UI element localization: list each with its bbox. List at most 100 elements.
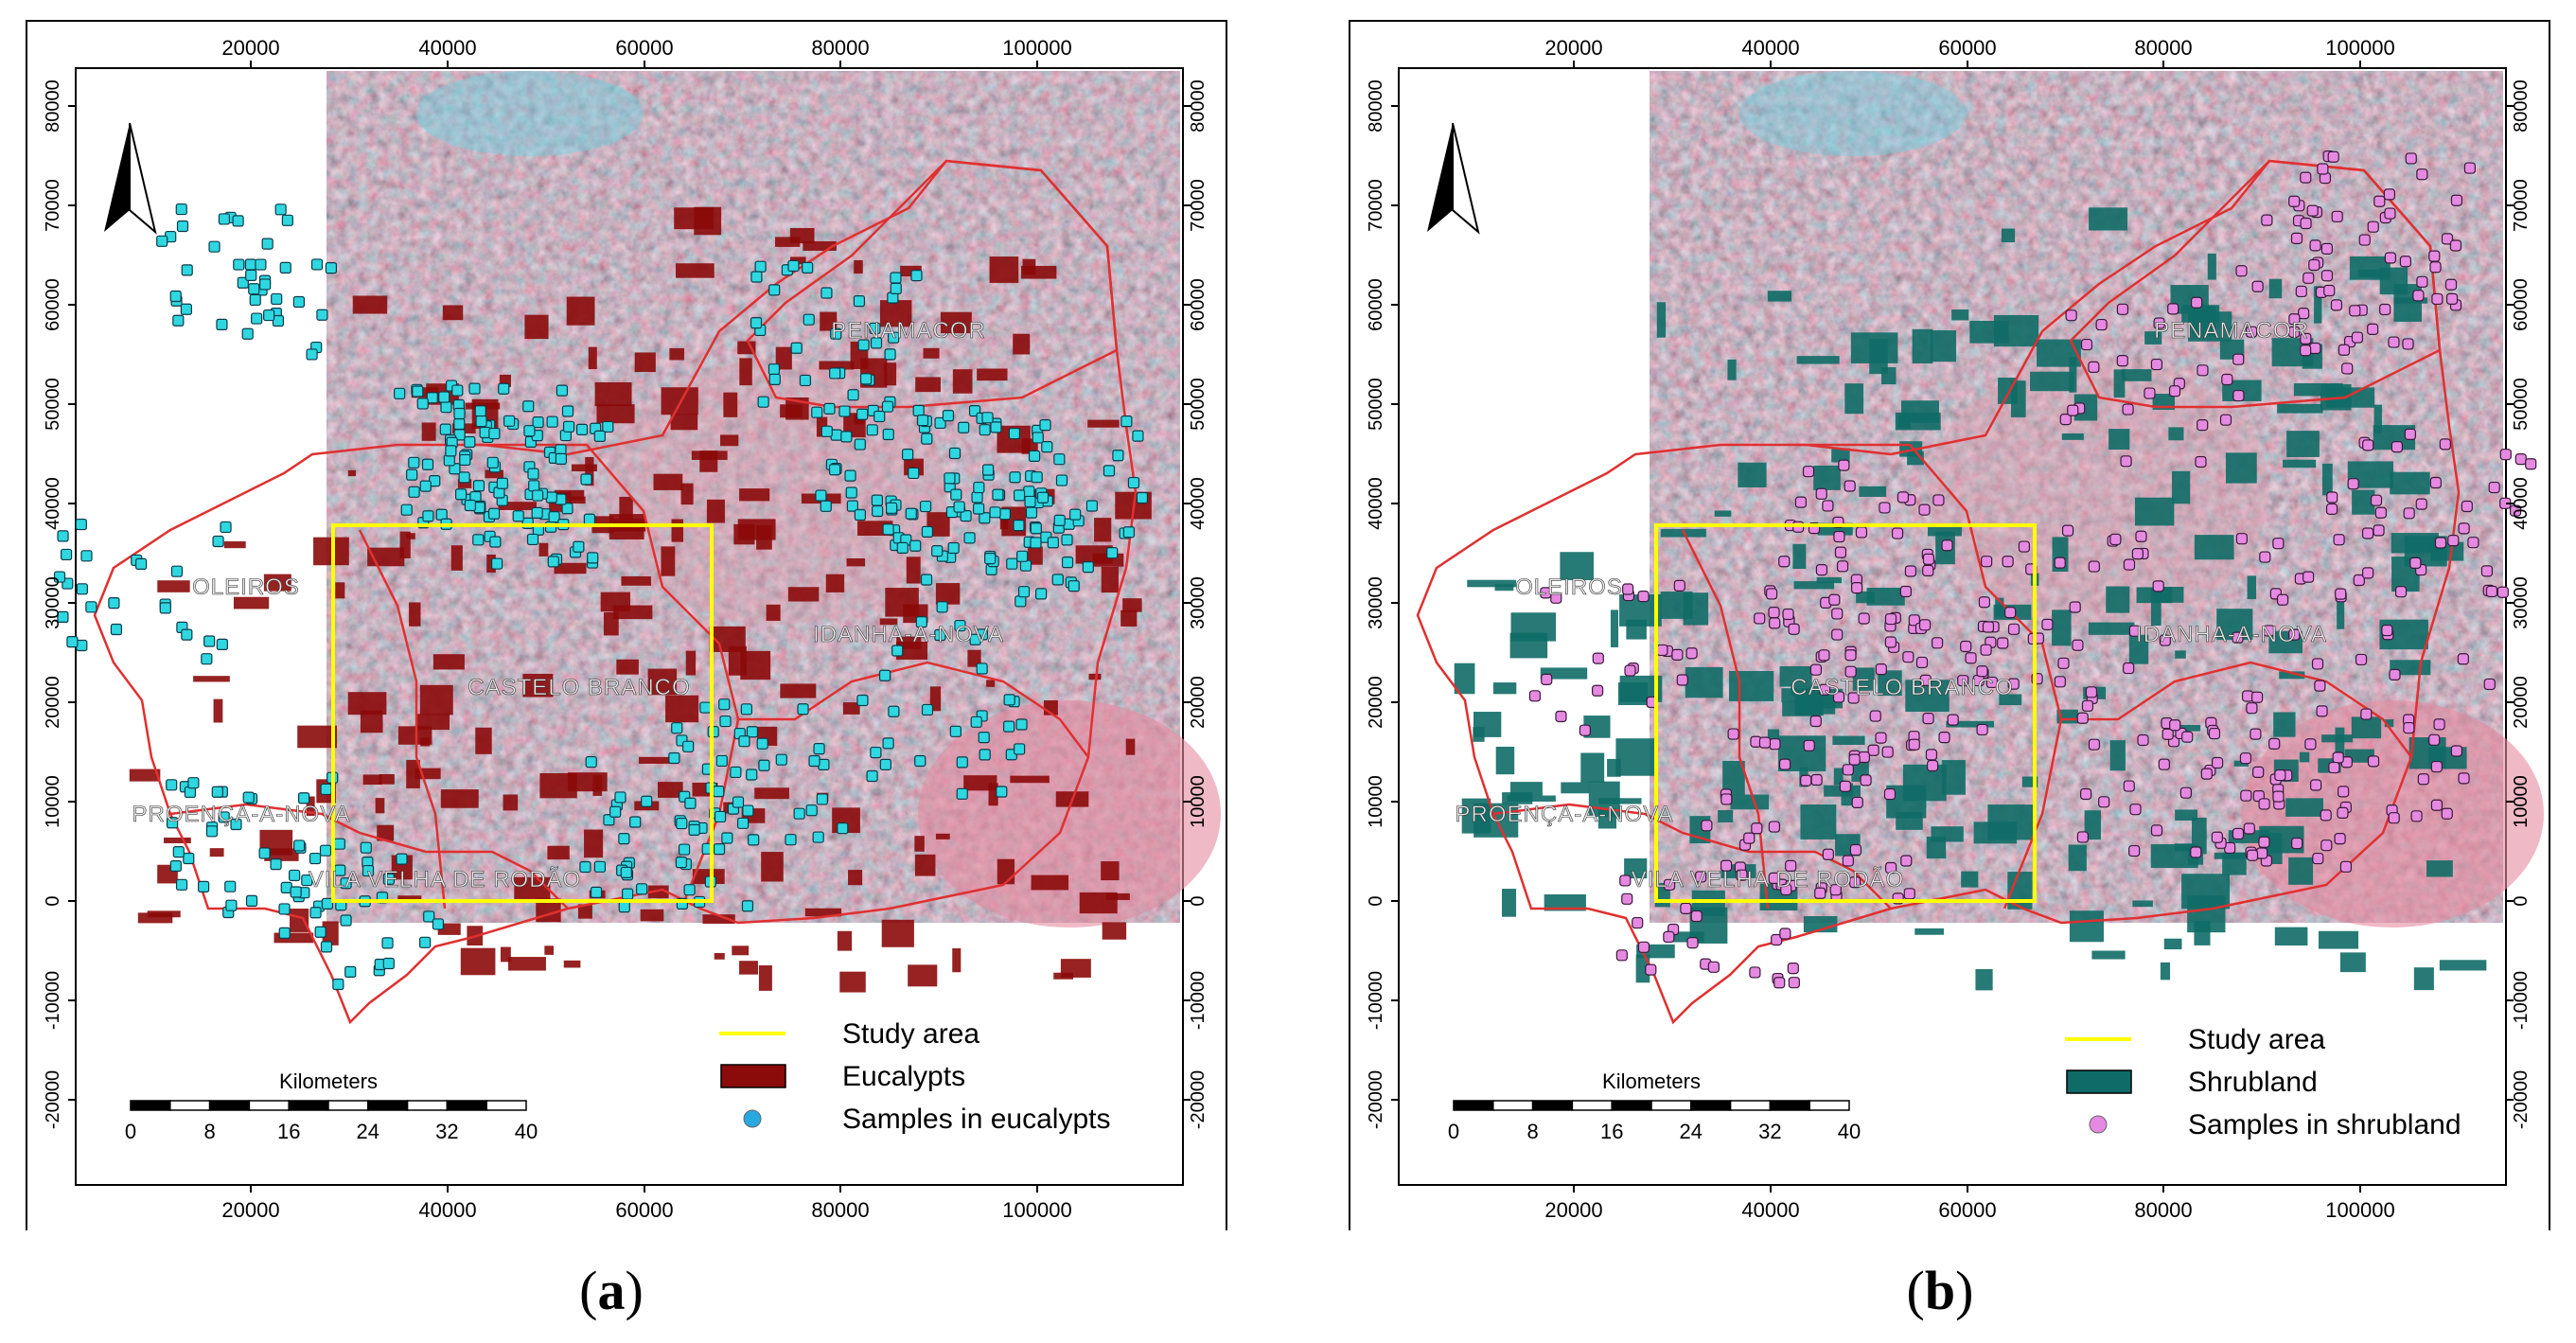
y-tick-label-left: -10000 <box>1366 971 1386 1030</box>
y-tick-label-right: 30000 <box>1188 576 1209 629</box>
x-tick-label-bottom: 100000 <box>1002 1198 1071 1222</box>
place-label: CASTELO BRANCO <box>468 675 690 700</box>
y-tick-label-left: 70000 <box>43 179 63 232</box>
y-tick-label-left: -10000 <box>43 971 63 1030</box>
y-tick-label-right: 70000 <box>2511 179 2532 232</box>
x-tick-label-bottom: 80000 <box>2134 1198 2192 1222</box>
legend-label: Study area <box>2188 1024 2325 1055</box>
scale-bar-tick-label: 0 <box>1448 1120 1459 1143</box>
scale-bar-tick-label: 32 <box>435 1120 458 1143</box>
legend-dot-symbol <box>743 1109 762 1128</box>
y-tick-label-right: 60000 <box>2511 278 2532 331</box>
y-tick-label-right: 40000 <box>1188 477 1209 530</box>
y-tick-label-right: -20000 <box>2511 1070 2532 1129</box>
map-panel-b: PENAMACOR OLEIROS IDANHA-A-NOVA CASTELO BRA… <box>1323 0 2553 1230</box>
y-tick-label-right: 10000 <box>1188 775 1209 828</box>
y-tick-label-right: 50000 <box>1188 378 1209 431</box>
x-tick-label-bottom: 20000 <box>1544 1198 1602 1222</box>
scale-bar: Kilometers 0 8 16 24 32 40 <box>125 1069 538 1143</box>
y-tick-label-left: 70000 <box>1366 179 1386 232</box>
y-tick-label-right: -20000 <box>1188 1070 1209 1129</box>
legend-box-symbol <box>2066 1069 2132 1094</box>
y-tick-label-left: 80000 <box>1366 80 1386 133</box>
y-tick-label-right: 30000 <box>2511 576 2532 629</box>
scale-bar-title: Kilometers <box>279 1069 378 1093</box>
place-label: VILA VELHA DE RODÃO <box>309 867 581 892</box>
place-label: OLEIROS <box>192 574 300 600</box>
scale-bar-tick-label: 8 <box>1526 1120 1538 1143</box>
scale-bar-tick-label: 24 <box>1680 1120 1703 1143</box>
legend-label: Samples in shrubland <box>2188 1109 2461 1140</box>
caption-b: (b) <box>1906 1260 1974 1321</box>
y-tick-label-right: 50000 <box>2511 378 2532 431</box>
y-tick-label-right: 80000 <box>1188 80 1209 133</box>
y-tick-label-right: 0 <box>2511 895 2532 906</box>
place-label: PENAMACOR <box>2154 318 2309 344</box>
north-arrow-icon <box>104 122 157 235</box>
x-tick-label-top: 100000 <box>1002 36 1071 60</box>
y-tick-label-left: 0 <box>43 895 63 906</box>
legend-label: Eucalypts <box>842 1061 965 1092</box>
y-tick-label-left: 40000 <box>1366 477 1386 530</box>
y-tick-label-left: 10000 <box>43 775 63 828</box>
scale-bar-tick-label: 16 <box>1600 1120 1623 1143</box>
legend-label: Study area <box>842 1018 979 1050</box>
map-svg: PENAMACOR OLEIROS IDANHA-A-NOVA CASTELO BRA… <box>26 20 1227 1230</box>
legend-dot-symbol <box>2089 1115 2108 1134</box>
place-label: PROENÇA-A-NOVA <box>132 802 351 827</box>
y-tick-label-right: 60000 <box>1188 278 1209 331</box>
legend: Study area Shrubland Samples in shrubland <box>2065 1024 2461 1140</box>
x-tick-label-top: 100000 <box>2325 36 2394 60</box>
y-tick-label-left: 10000 <box>1366 775 1386 828</box>
scale-bar-tick-label: 32 <box>1758 1120 1781 1143</box>
scale-bar-tick-label: 0 <box>125 1120 136 1143</box>
y-tick-label-left: 40000 <box>43 477 63 530</box>
y-tick-label-right: 80000 <box>2511 80 2532 133</box>
y-tick-label-right: 40000 <box>2511 477 2532 530</box>
y-tick-label-right: 0 <box>1188 895 1209 906</box>
place-label: CASTELO BRANCO <box>1791 675 2013 700</box>
x-tick-label-bottom: 100000 <box>2325 1198 2394 1222</box>
y-tick-label-left: -20000 <box>1366 1070 1386 1129</box>
place-label: PENAMACOR <box>831 318 986 344</box>
scale-bar-tick-label: 40 <box>515 1120 538 1143</box>
scale-bar-tick-label: 40 <box>1838 1120 1861 1143</box>
legend-label: Shrubland <box>2188 1067 2318 1098</box>
x-tick-label-top: 20000 <box>221 36 279 60</box>
scale-bar-title: Kilometers <box>1602 1069 1701 1093</box>
x-tick-label-top: 40000 <box>1741 36 1799 60</box>
y-tick-label-right: 20000 <box>2511 676 2532 729</box>
place-label: VILA VELHA DE RODÃO <box>1632 867 1904 892</box>
x-tick-label-top: 40000 <box>418 36 476 60</box>
legend-box-symbol <box>720 1064 786 1088</box>
y-tick-label-left: 20000 <box>43 676 63 729</box>
y-tick-label-left: 50000 <box>43 378 63 431</box>
x-tick-label-bottom: 60000 <box>1938 1198 1996 1222</box>
y-tick-label-right: -10000 <box>1188 971 1209 1030</box>
x-tick-label-bottom: 40000 <box>418 1198 476 1222</box>
y-tick-label-left: 30000 <box>1366 576 1386 629</box>
samples-layer <box>1528 150 2537 989</box>
x-tick-label-bottom: 80000 <box>811 1198 869 1222</box>
scale-bar-tick-label: 24 <box>357 1120 379 1143</box>
y-tick-label-left: -20000 <box>43 1070 63 1129</box>
legend: Study area Eucalypts Samples in eucalypts <box>719 1018 1110 1135</box>
y-tick-label-left: 80000 <box>43 80 63 133</box>
caption-a: (a) <box>579 1260 644 1321</box>
y-tick-label-left: 50000 <box>1366 378 1386 431</box>
y-tick-label-left: 20000 <box>1366 676 1386 729</box>
y-tick-label-left: 60000 <box>1366 278 1386 331</box>
scale-bar-tick-label: 16 <box>277 1120 300 1143</box>
y-tick-label-right: -10000 <box>2511 971 2532 1030</box>
y-tick-label-left: 60000 <box>43 278 63 331</box>
x-tick-label-top: 60000 <box>1938 36 1996 60</box>
y-tick-label-left: 0 <box>1366 895 1386 906</box>
y-tick-label-left: 30000 <box>43 576 63 629</box>
study-area-outline <box>331 523 714 903</box>
region-west <box>1427 454 1650 1022</box>
x-tick-label-top: 80000 <box>811 36 869 60</box>
study-area-outline <box>1654 523 2037 903</box>
x-tick-label-bottom: 40000 <box>1741 1198 1799 1222</box>
legend-label: Samples in eucalypts <box>842 1104 1110 1135</box>
samples-layer <box>53 203 1149 991</box>
